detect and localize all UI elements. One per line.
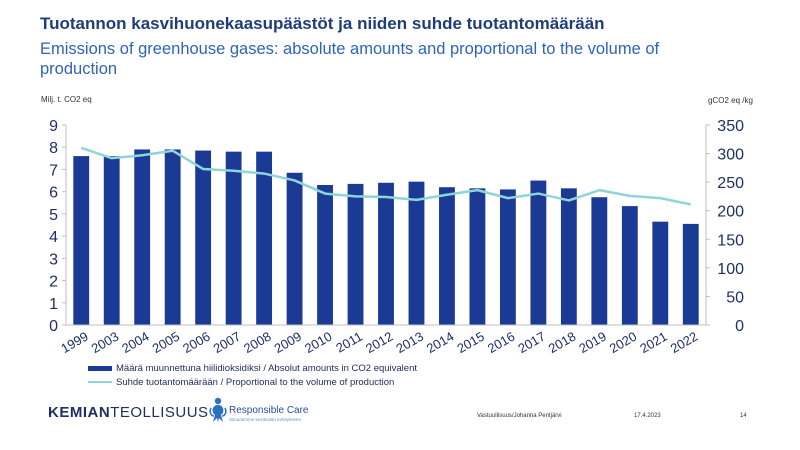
x-tick-label-2011: 2011 [333, 329, 365, 356]
bar-2015 [469, 188, 486, 325]
page-subtitle: Emissions of greenhouse gases: absolute … [40, 40, 660, 78]
left-tick-label: 8 [49, 140, 58, 157]
bar-2022 [682, 223, 699, 325]
line-series [80, 146, 692, 206]
legend-label-bars: Määrä muunnettuna hiilidioksidiksi / Abs… [116, 362, 417, 374]
right-tick-label: 350 [717, 118, 744, 135]
legend-item-bars: Määrä muunnettuna hiilidioksidiksi / Abs… [88, 361, 417, 375]
x-tick-label-2019: 2019 [576, 329, 609, 356]
bar-2009 [286, 172, 303, 325]
bar-2007 [225, 151, 242, 325]
x-tick-label-2018: 2018 [546, 329, 579, 356]
right-tick-label: 250 [717, 175, 744, 192]
page-number: 14 [740, 413, 747, 419]
bar-2017 [530, 180, 547, 325]
left-tick-label: 6 [49, 185, 58, 202]
bar-2008 [256, 151, 273, 325]
x-tick-label-1999: 1999 [58, 329, 91, 356]
x-tick-label-2022: 2022 [668, 329, 701, 356]
left-tick-label: 5 [49, 207, 58, 224]
x-tick-label-2005: 2005 [150, 329, 183, 356]
left-tick-label: 3 [49, 251, 58, 268]
left-tick-label: 7 [49, 162, 58, 179]
bar-2019 [591, 197, 608, 325]
x-tick-label-2021: 2021 [637, 329, 670, 356]
legend: Määrä muunnettuna hiilidioksidiksi / Abs… [88, 361, 417, 389]
left-tick-label: 9 [49, 118, 58, 135]
bar-2014 [439, 187, 455, 325]
bar-2004 [134, 149, 151, 325]
x-tick-label-2020: 2020 [607, 329, 640, 356]
right-tick-label: 100 [717, 261, 744, 278]
left-axis-unit-label: Milj. t. CO2 eq [41, 95, 92, 104]
responsible-care-label: Responsible Care [229, 405, 309, 416]
x-tick-label-2009: 2009 [272, 329, 305, 356]
bar-2010 [317, 185, 333, 325]
bar-1999 [73, 156, 90, 325]
left-tick-label: 4 [49, 229, 58, 246]
x-axis-ticks: 1999200320042005200620072008200920102011… [58, 329, 700, 356]
legend-item-line: Suhde tuotantomäärään / Proportional to … [88, 375, 417, 389]
bar-2012 [378, 182, 394, 325]
x-tick-label-2017: 2017 [515, 329, 548, 356]
right-tick-label: 50 [726, 289, 744, 306]
kemianteollisuus-logo: KEMIANTEOLLISUUS [48, 404, 209, 421]
x-tick-label-2010: 2010 [302, 329, 335, 356]
legend-swatch-bar [88, 365, 112, 371]
axes [65, 125, 707, 326]
bar-2005 [164, 149, 181, 325]
bar-series [73, 149, 699, 325]
right-axis-ticks: 0 50 100 150 200 250 300 350 [706, 118, 744, 335]
x-tick-label-2007: 2007 [211, 329, 244, 356]
responsible-care-tagline: Sitoudumme kestävään kehitykseen [229, 417, 302, 422]
bar-2006 [195, 150, 212, 325]
footer-date: 17.4.2023 [634, 413, 661, 419]
x-tick-label-2008: 2008 [241, 329, 274, 356]
bar-2016 [499, 189, 516, 325]
x-tick-label-2014: 2014 [424, 329, 457, 356]
left-axis-ticks: 0 1 2 3 4 5 6 7 8 9 [49, 118, 66, 335]
right-tick-label: 150 [717, 232, 744, 249]
x-tick-label-2004: 2004 [119, 329, 152, 356]
responsible-care-logo-icon [209, 397, 227, 422]
x-tick-label-2015: 2015 [454, 329, 487, 356]
left-tick-label: 2 [49, 274, 58, 291]
legend-swatch-line [88, 381, 112, 383]
right-tick-label: 300 [717, 147, 744, 164]
legend-label-line: Suhde tuotantomäärään / Proportional to … [116, 376, 395, 388]
x-tick-label-2006: 2006 [180, 329, 213, 356]
footer-author: Vastuullisuus/Johanna Pentjärvi [477, 413, 562, 419]
x-tick-label-2003: 2003 [89, 329, 122, 356]
page-title: Tuotannon kasvihuonekaasupäästöt ja niid… [40, 14, 605, 33]
x-tick-label-2013: 2013 [393, 329, 426, 356]
left-tick-label: 1 [49, 296, 58, 313]
right-axis-unit-label: gCO2 eq /kg [708, 96, 753, 105]
x-tick-label-2012: 2012 [363, 329, 396, 356]
bar-2021 [652, 221, 669, 325]
left-tick-label: 0 [49, 318, 58, 335]
right-tick-label: 200 [717, 204, 744, 221]
bar-2011 [347, 183, 364, 325]
bar-2020 [621, 206, 638, 325]
bar-2013 [408, 181, 425, 325]
bar-2018 [560, 188, 577, 325]
bar-2003 [103, 156, 120, 325]
right-tick-label: 0 [735, 318, 744, 335]
x-tick-label-2016: 2016 [485, 329, 518, 356]
